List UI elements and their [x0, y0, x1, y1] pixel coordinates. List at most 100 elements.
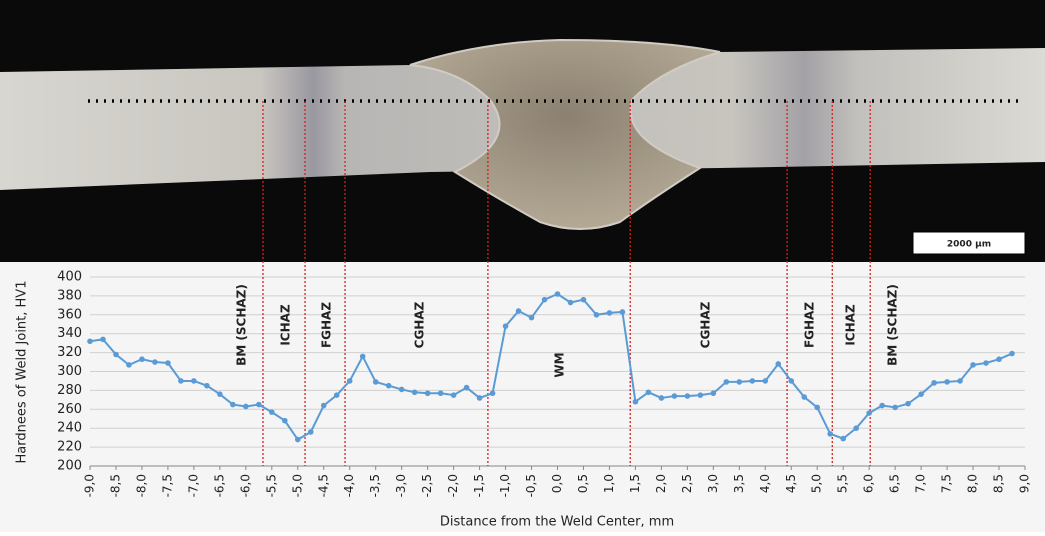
data-point	[438, 390, 444, 396]
y-tick-label: 300	[57, 364, 82, 379]
x-tick-label: -4,5	[316, 474, 330, 497]
x-tick-label: -8,0	[134, 474, 148, 497]
y-axis-title: Hardnees of Weld Joint, HV1	[15, 281, 30, 464]
data-point	[139, 356, 145, 362]
data-point	[451, 392, 457, 398]
data-point	[853, 425, 859, 431]
x-tick-label: 6,0	[862, 474, 876, 493]
data-point	[347, 378, 353, 384]
y-tick-label: 380	[57, 288, 82, 303]
data-point	[542, 297, 548, 303]
x-tick-label: -7,0	[186, 474, 200, 497]
data-point	[646, 389, 652, 395]
x-tick-label: -0,5	[524, 474, 538, 497]
x-tick-label: -2,5	[420, 474, 434, 497]
x-tick-label: -7,5	[160, 474, 174, 497]
y-tick-label: 360	[57, 307, 82, 322]
y-tick-label: 280	[57, 383, 82, 398]
y-tick-label: 400	[57, 270, 82, 285]
data-point	[477, 395, 483, 401]
data-point	[568, 300, 574, 306]
data-point	[918, 391, 924, 397]
x-tick-label: 1,5	[628, 474, 642, 493]
x-tick-label: 4,0	[758, 474, 772, 493]
zone-label: BM (SCHAZ)	[235, 284, 249, 366]
data-point	[243, 404, 249, 410]
data-point	[931, 380, 937, 386]
data-point	[555, 291, 561, 297]
x-tick-label: -8,5	[108, 474, 122, 497]
x-tick-label: 3,0	[706, 474, 720, 493]
data-point	[607, 310, 613, 316]
x-tick-label: 4,5	[784, 474, 798, 493]
data-point	[659, 395, 665, 401]
y-tick-label: 340	[57, 326, 82, 341]
x-tick-label: -6,0	[238, 474, 252, 497]
zone-label: CGHAZ	[699, 301, 713, 348]
data-point	[620, 309, 626, 315]
data-point	[308, 429, 314, 435]
zone-label: ICHAZ	[279, 304, 293, 346]
data-point	[672, 393, 678, 399]
x-tick-label: 1,0	[602, 474, 616, 493]
data-point	[165, 360, 171, 366]
data-point	[996, 356, 1002, 362]
zone-label: ICHAZ	[844, 304, 858, 346]
zone-label: BM (SCHAZ)	[886, 284, 900, 366]
data-point	[698, 392, 704, 398]
data-point	[269, 409, 275, 415]
data-point	[386, 383, 392, 389]
zone-label: CGHAZ	[413, 301, 427, 348]
data-point	[879, 403, 885, 409]
x-tick-label: -4,0	[342, 474, 356, 497]
data-point	[295, 437, 301, 443]
data-point	[594, 312, 600, 318]
data-point	[737, 379, 743, 385]
y-tick-label: 220	[57, 440, 82, 455]
x-tick-label: 7,5	[940, 474, 954, 493]
x-tick-label: 5,5	[836, 474, 850, 493]
y-tick-label: 200	[57, 459, 82, 474]
x-tick-label: 8,5	[992, 474, 1006, 493]
x-tick-label: 2,0	[654, 474, 668, 493]
data-point	[581, 297, 587, 303]
data-point	[113, 352, 119, 358]
x-tick-label: -9,0	[83, 474, 97, 497]
data-point	[827, 431, 833, 437]
x-tick-label: -5,5	[264, 474, 278, 497]
data-point	[905, 401, 911, 407]
data-point	[788, 378, 794, 384]
x-tick-label: -5,0	[290, 474, 304, 497]
data-point	[775, 361, 781, 367]
data-point	[230, 402, 236, 408]
data-point	[373, 379, 379, 385]
x-tick-label: -3,5	[368, 474, 382, 497]
x-tick-label: 6,5	[888, 474, 902, 493]
x-tick-label: -1,5	[472, 474, 486, 497]
data-point	[749, 378, 755, 384]
data-point	[892, 405, 898, 411]
data-point	[633, 399, 639, 405]
y-tick-label: 320	[57, 345, 82, 360]
x-tick-label: 0,5	[576, 474, 590, 493]
data-point	[529, 315, 535, 321]
data-point	[178, 378, 184, 384]
x-tick-label: 0,0	[550, 474, 564, 493]
data-point	[100, 337, 106, 343]
data-point	[87, 338, 93, 344]
data-point	[503, 323, 509, 329]
data-point	[490, 390, 496, 396]
data-point	[360, 354, 366, 360]
x-tick-label: 8,0	[966, 474, 980, 493]
x-tick-label: -6,5	[212, 474, 226, 497]
data-point	[282, 418, 288, 424]
scale-bar-label: 2000 µm	[947, 240, 991, 250]
data-point	[126, 362, 132, 368]
data-point	[685, 393, 691, 399]
data-point	[983, 360, 989, 366]
data-point	[1009, 351, 1015, 357]
x-tick-label: 9,0	[1018, 474, 1032, 493]
data-point	[191, 378, 197, 384]
x-tick-label: -3,0	[394, 474, 408, 497]
data-point	[944, 379, 950, 385]
